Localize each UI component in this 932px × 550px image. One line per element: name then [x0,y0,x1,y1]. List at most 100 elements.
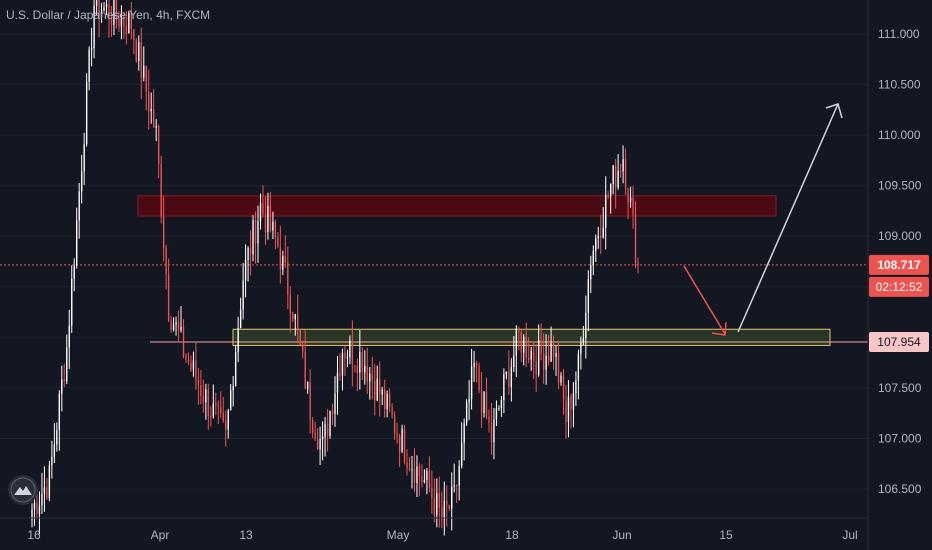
candle-body [247,248,249,260]
candle-body [244,259,247,281]
candle-body [473,362,475,367]
candle-body [446,500,448,505]
candle-body [58,393,61,431]
candle-body [257,220,259,244]
candle-body [192,360,195,370]
candle-body [550,343,552,362]
candle-body [267,205,269,232]
candlestick-series [31,0,639,536]
price-axis[interactable]: 111.000 110.500 110.000 109.500 109.000 107.5… [867,0,922,550]
candle-body [577,353,580,381]
candle-body [595,238,597,252]
candle-body [282,256,284,270]
candle-body [309,381,311,420]
candle-body [485,391,488,417]
candle-body [314,432,316,440]
candle-body [264,213,267,232]
candle-body [316,439,319,450]
candle-body [165,248,167,275]
candle-body [304,351,306,389]
time-tick-label: Jun [612,528,631,542]
candle-body [252,220,254,255]
candle-body [585,312,587,338]
candle-body [294,314,296,320]
candle-body [418,466,421,476]
candle-body [98,0,100,18]
candle-body [624,159,627,189]
candle-body [453,485,455,487]
candle-body [416,466,418,483]
candle-body [436,493,438,515]
candle-body [78,191,80,221]
candle-body [609,183,612,197]
candle-body [123,16,125,26]
candle-body [138,42,140,62]
candle-body [321,436,324,440]
time-tick-label: May [387,528,410,542]
candle-body [460,442,463,467]
candle-body [254,220,257,244]
candle-body [339,373,341,376]
candle-body [518,328,520,332]
down-arrowhead [711,321,727,336]
candle-body [448,504,450,509]
candle-body [95,0,98,6]
candle-body [520,331,522,353]
candle-body [157,125,160,165]
candle-body [46,487,48,499]
candle-body [279,247,282,270]
candle-body [160,164,162,217]
time-tick-label: 13 [239,528,253,542]
price-tick-label: 107.500 [878,381,922,395]
candle-body [600,235,602,238]
candle-body [175,322,177,325]
tradingview-logo[interactable] [8,475,38,505]
time-axis[interactable]: 16 Apr 13 May 18 Jun 15 Jul [0,517,868,542]
candle-body [361,351,364,373]
candle-body [629,197,632,203]
drawn-arrows[interactable] [683,103,843,336]
candle-body [371,373,373,381]
candle-body [205,389,207,403]
candle-body [433,497,436,515]
candle-body [130,12,133,30]
candle-body [212,403,214,417]
candle-body [468,398,470,403]
candle-body [366,366,368,382]
candle-body [162,216,165,249]
candle-body [381,389,383,395]
price-tick-label: 110.000 [878,128,921,142]
candle-body [277,237,279,248]
candle-body [344,352,346,359]
candle-body [565,400,567,422]
candle-body [88,49,90,82]
candle-body [411,469,413,471]
price-tick-label: 109.500 [878,179,922,193]
drawn-zones[interactable] [0,195,868,346]
candle-body [614,165,617,188]
candle-body [66,347,68,382]
candle-body [379,378,381,395]
candle-body [242,280,244,310]
candle-body [200,384,202,397]
level-price-badge [869,331,929,352]
candle-body [523,336,525,353]
candle-body [68,325,70,348]
candle-body [128,12,130,34]
price-tick-label: 106.500 [878,482,922,496]
candle-body [617,170,619,188]
candle-body [217,405,219,407]
candle-body [234,352,237,386]
candle-body [510,367,513,387]
candle-body [562,375,565,401]
candle-body [480,390,483,414]
candle-body [153,109,155,128]
symbol-title: U.S. Dollar / Japanese Yen, 4h, FXCM [6,8,211,22]
candle-body [125,25,128,34]
candle-body [607,194,609,197]
candle-body [108,4,110,20]
candle-body [341,352,344,376]
down-arrow-line [683,265,726,335]
candle-body [249,248,252,255]
